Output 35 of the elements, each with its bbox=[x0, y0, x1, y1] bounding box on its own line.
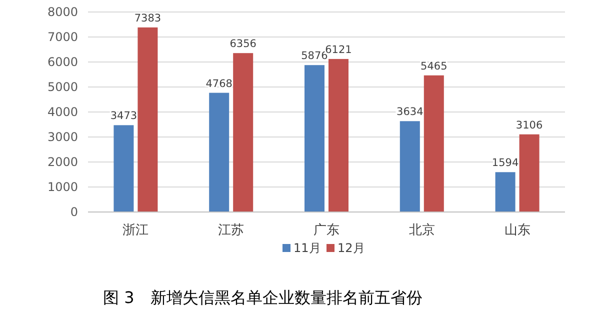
data-label: 5465 bbox=[420, 60, 448, 72]
bar bbox=[424, 75, 444, 212]
bar bbox=[138, 27, 158, 212]
bar bbox=[519, 134, 540, 212]
data-label: 3473 bbox=[110, 110, 138, 122]
data-label: 6356 bbox=[230, 38, 257, 50]
y-tick-label: 0 bbox=[70, 205, 78, 219]
x-tick-label: 山东 bbox=[504, 223, 530, 238]
bar bbox=[304, 65, 324, 212]
bar bbox=[328, 58, 348, 212]
bar bbox=[495, 172, 516, 212]
text: 图 3 新增失信黑名单企业数量排名前五省份 bbox=[103, 288, 422, 307]
y-tick-label: 6000 bbox=[47, 55, 78, 69]
y-tick-label: 5000 bbox=[47, 80, 78, 94]
y-tick-label: 8000 bbox=[47, 5, 78, 19]
bar bbox=[209, 92, 230, 212]
x-tick-label: 浙江 bbox=[122, 223, 149, 238]
y-tick-label: 7000 bbox=[47, 30, 78, 44]
legend-label: 12月 bbox=[338, 241, 365, 255]
bar bbox=[400, 121, 420, 212]
data-label: 3106 bbox=[516, 119, 543, 132]
x-tick-label: 广东 bbox=[314, 223, 340, 238]
x-tick-label: 江苏 bbox=[218, 223, 244, 238]
y-tick-label: 2000 bbox=[47, 155, 78, 169]
bar bbox=[233, 53, 254, 212]
bar bbox=[114, 125, 134, 212]
x-tick-label: 北京 bbox=[408, 223, 435, 238]
data-label: 4768 bbox=[206, 78, 232, 90]
y-tick-label: 4000 bbox=[47, 105, 78, 119]
data-label: 7383 bbox=[134, 12, 162, 24]
data-label: 3634 bbox=[396, 106, 424, 118]
y-tick-label: 1000 bbox=[47, 180, 78, 194]
legend-label: 11月 bbox=[294, 241, 321, 255]
data-label: 1594 bbox=[492, 157, 519, 170]
y-tick-label: 3000 bbox=[47, 130, 78, 144]
